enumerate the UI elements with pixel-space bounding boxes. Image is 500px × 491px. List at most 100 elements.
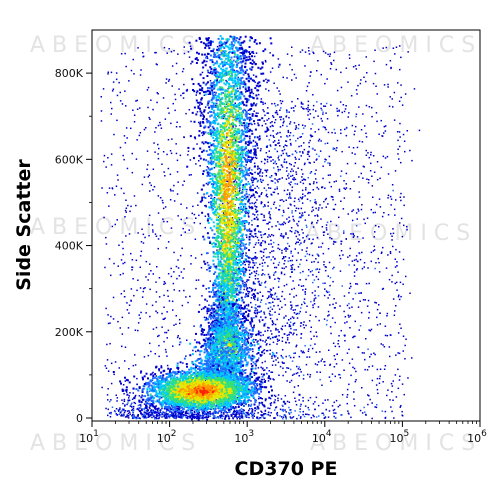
density-dot bbox=[279, 300, 282, 302]
density-dot bbox=[192, 363, 194, 366]
density-dot bbox=[301, 176, 303, 178]
density-dot bbox=[195, 279, 198, 281]
density-dot bbox=[230, 210, 233, 213]
density-dot bbox=[259, 338, 262, 341]
density-dot bbox=[329, 164, 331, 166]
density-dot bbox=[252, 293, 255, 295]
density-dot bbox=[374, 353, 376, 356]
density-dot bbox=[336, 110, 339, 112]
density-dot bbox=[200, 253, 203, 256]
density-dot bbox=[142, 290, 144, 293]
density-dot bbox=[237, 313, 239, 315]
density-dot bbox=[146, 406, 149, 408]
density-dot bbox=[288, 324, 291, 326]
density-dot bbox=[279, 118, 282, 121]
density-dot bbox=[342, 104, 345, 106]
density-dot bbox=[213, 91, 216, 94]
density-dot bbox=[134, 394, 137, 397]
density-dot bbox=[333, 307, 336, 309]
density-dot bbox=[311, 242, 313, 244]
density-dot bbox=[340, 240, 342, 243]
density-dot bbox=[291, 189, 293, 192]
density-dot bbox=[222, 212, 225, 214]
density-dot bbox=[244, 128, 246, 130]
density-dot bbox=[119, 407, 121, 409]
density-dot bbox=[383, 125, 386, 128]
density-dot bbox=[387, 83, 389, 86]
density-dot bbox=[250, 287, 252, 290]
density-dot bbox=[293, 296, 295, 298]
density-dot bbox=[167, 414, 170, 416]
density-dot bbox=[317, 140, 320, 142]
density-dot bbox=[247, 130, 249, 132]
density-dot bbox=[402, 350, 404, 352]
density-dot bbox=[105, 367, 108, 369]
density-dot bbox=[308, 155, 311, 158]
density-dot bbox=[399, 281, 402, 284]
density-dot bbox=[120, 53, 123, 55]
density-dot bbox=[291, 100, 293, 103]
density-dot bbox=[290, 327, 292, 330]
density-dot bbox=[220, 411, 223, 413]
density-dot bbox=[173, 271, 175, 273]
density-dot bbox=[152, 168, 155, 170]
density-dot bbox=[207, 221, 210, 224]
density-dot bbox=[277, 58, 280, 60]
density-dot bbox=[126, 309, 129, 311]
density-dot bbox=[351, 358, 354, 360]
density-dot bbox=[264, 59, 267, 62]
density-dot bbox=[208, 337, 211, 340]
density-dot bbox=[150, 409, 153, 411]
density-dot bbox=[243, 273, 245, 275]
density-dot bbox=[129, 413, 131, 415]
density-dot bbox=[197, 417, 199, 419]
density-dot bbox=[389, 334, 392, 336]
density-dot bbox=[383, 212, 385, 214]
density-dot bbox=[253, 262, 255, 264]
density-dot bbox=[292, 264, 294, 266]
density-dot bbox=[188, 413, 190, 415]
density-dot bbox=[261, 192, 263, 194]
density-dot bbox=[389, 399, 391, 401]
density-dot bbox=[250, 297, 253, 299]
density-dot bbox=[230, 296, 232, 299]
density-dot bbox=[275, 225, 277, 227]
density-dot bbox=[148, 415, 151, 418]
density-dot bbox=[224, 406, 226, 408]
density-dot bbox=[403, 140, 406, 142]
density-dot bbox=[275, 207, 277, 209]
density-dot bbox=[274, 311, 276, 313]
density-dot bbox=[178, 343, 181, 346]
density-dot bbox=[301, 133, 304, 135]
density-dot bbox=[250, 141, 253, 144]
density-dot bbox=[110, 274, 112, 277]
density-dot bbox=[384, 157, 387, 159]
density-dot bbox=[291, 374, 294, 376]
density-dot bbox=[249, 118, 251, 121]
density-dot bbox=[258, 417, 260, 420]
density-dot bbox=[182, 415, 184, 417]
density-dot bbox=[398, 100, 401, 102]
density-dot bbox=[134, 417, 136, 419]
density-dot bbox=[289, 325, 292, 327]
density-dot bbox=[137, 329, 139, 332]
density-dot bbox=[171, 413, 173, 416]
density-dot bbox=[236, 410, 239, 412]
density-dot bbox=[124, 405, 126, 407]
density-dot bbox=[175, 323, 177, 325]
density-dot bbox=[239, 36, 242, 39]
density-dot bbox=[246, 412, 249, 414]
density-dot bbox=[327, 203, 329, 205]
density-dot bbox=[158, 412, 160, 414]
density-dot bbox=[295, 229, 297, 232]
density-dot bbox=[286, 77, 288, 79]
density-dot bbox=[341, 150, 343, 153]
density-dot bbox=[173, 289, 175, 291]
watermark-text: ABEOMICS bbox=[30, 215, 202, 240]
density-dot bbox=[217, 216, 219, 218]
density-dot bbox=[233, 416, 236, 418]
density-dot bbox=[305, 189, 307, 191]
density-dot bbox=[278, 374, 280, 376]
density-dot bbox=[161, 412, 163, 414]
density-dot bbox=[250, 156, 252, 158]
